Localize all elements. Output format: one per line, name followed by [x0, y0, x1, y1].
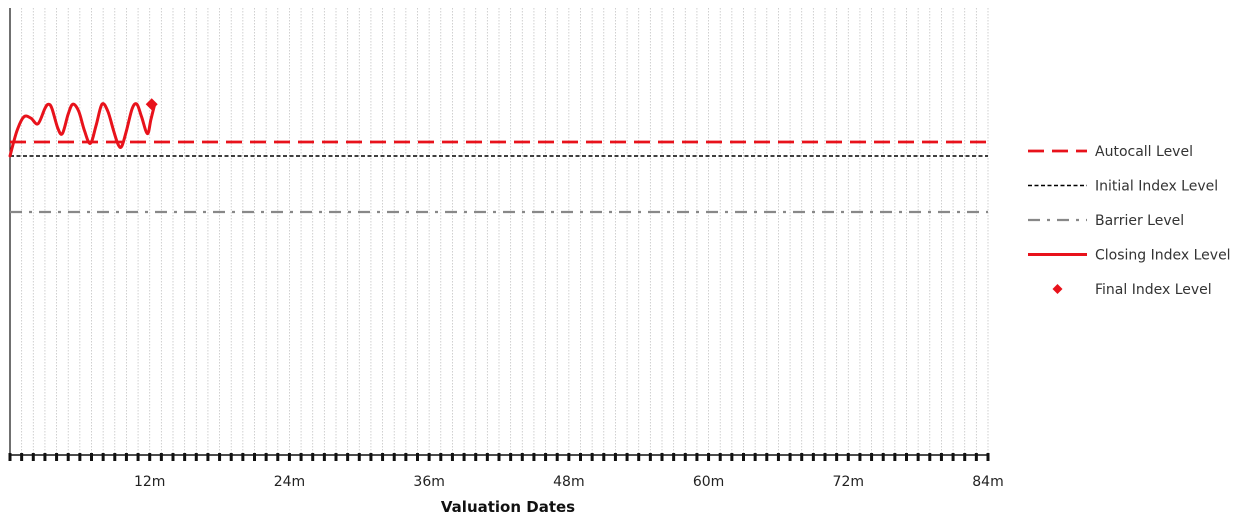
gridlines	[21, 8, 989, 455]
legend-swatch	[1052, 284, 1063, 294]
x-axis-title: Valuation Dates	[441, 498, 575, 516]
x-tick-label: 48m	[553, 474, 584, 490]
final-index-marker	[145, 98, 158, 111]
series	[8, 98, 158, 158]
x-tick-label: 36m	[413, 474, 444, 490]
level-lines	[10, 140, 988, 214]
axes	[8, 8, 990, 461]
x-tick-label: 24m	[274, 474, 305, 490]
x-tick-labels: 12m 24m 36m 48m 60m 72m 84m	[134, 474, 1004, 490]
legend-label: Autocall Level	[1095, 144, 1193, 160]
x-tick-label: 60m	[693, 474, 724, 490]
legend: Autocall Level Initial Index Level Barrier…	[1028, 144, 1231, 298]
legend-label: Final Index Level	[1095, 282, 1212, 298]
legend-label: Barrier Level	[1095, 213, 1184, 229]
legend-label: Initial Index Level	[1095, 179, 1218, 195]
x-tick-label: 72m	[833, 474, 864, 490]
legend-label: Closing Index Level	[1095, 248, 1231, 264]
x-tick-label: 84m	[972, 474, 1003, 490]
series-line-closing-index-level	[8, 102, 156, 158]
x-tick-label: 12m	[134, 474, 165, 490]
